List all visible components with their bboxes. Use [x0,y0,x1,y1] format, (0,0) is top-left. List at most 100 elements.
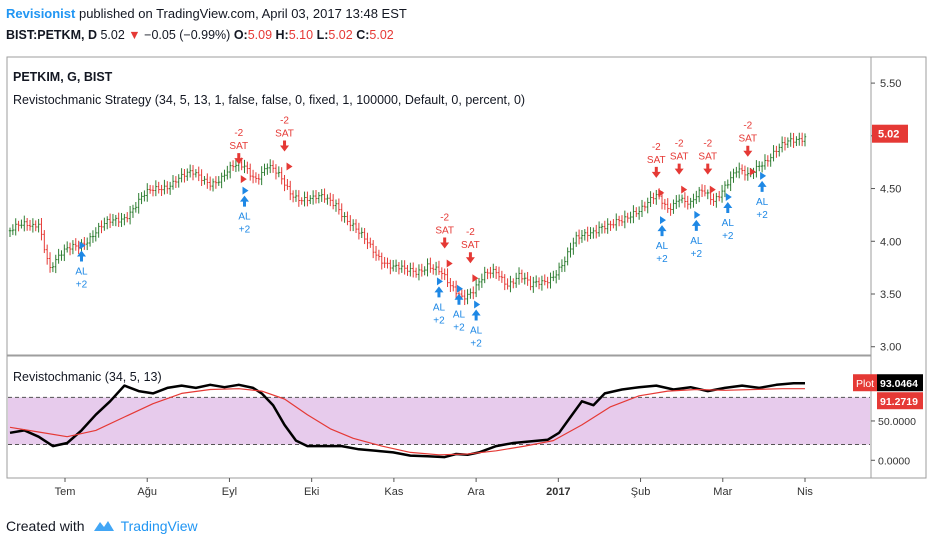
sell-entry-marker [286,162,293,171]
sell-label: SAT [435,225,454,236]
symbol-name: BIST:PETKM, D [6,28,97,42]
osc-tick-label: 50.0000 [878,416,916,428]
low-label: L: [316,28,329,42]
time-tick-label: Ara [468,486,486,498]
sell-arrow-icon [703,163,713,175]
buy-arrow-icon [434,286,444,298]
buy-qty: +2 [756,210,768,221]
low-value: 5.02 [328,28,353,42]
oscillator-line [9,381,805,459]
author-link[interactable]: Revisionist [6,6,76,21]
open-value: 5.09 [247,28,273,42]
buy-qty: +2 [656,254,668,265]
sell-qty: -2 [234,128,243,139]
buy-arrow-icon [723,201,733,213]
time-tick-label: Ağu [137,486,157,498]
last-price-tag-label: 5.02 [878,129,899,141]
tradingview-logo-icon [93,521,114,531]
sell-arrow-icon [674,163,684,175]
sell-label: SAT [275,128,294,139]
sell-arrow-icon [743,145,753,157]
sell-qty: -2 [652,142,661,153]
buy-label: AL [656,241,669,252]
sell-entry-marker [240,175,247,184]
last-price-tag [872,124,908,143]
buy-arrow-icon [239,195,249,207]
sell-arrow-icon [651,166,661,178]
buy-entry-marker [436,277,443,286]
signal-line [9,388,805,456]
buy-arrow-icon [471,309,481,321]
sell-label: SAT [229,141,248,152]
open-label: O: [233,28,248,42]
signal-value-label: 91.2719 [880,396,918,408]
footer: Created with TradingView [6,518,198,534]
strategy-title: Revistochmanic Strategy (34, 5, 13, 1, f… [13,93,525,107]
buy-arrow-icon [454,293,464,305]
sell-entry-marker [472,274,479,283]
buy-qty: +2 [453,323,465,334]
high-label: H: [275,28,289,42]
price-tick-label: 4.00 [880,236,901,248]
time-tick-label: Kas [384,486,403,498]
close-value: 5.02 [369,28,394,42]
time-tick-label: Şub [631,486,651,498]
buy-label: AL [75,266,88,277]
sell-label: SAT [461,240,480,251]
sell-entry-marker [749,167,756,176]
sell-qty: -2 [703,139,712,150]
close-label: C: [356,28,370,42]
buy-arrow-icon [757,180,767,192]
buy-arrow-icon [691,219,701,231]
buy-qty: +2 [691,249,703,260]
buy-entry-marker [456,284,463,293]
buy-entry-marker [694,210,701,219]
high-value: 5.10 [288,28,314,42]
sell-qty: -2 [743,121,752,132]
time-tick-label: Nis [797,486,813,498]
chart-canvas[interactable]: AL +2 -2 SAT AL +2 -2 SAT -2 SAT AL +2 AL +2 -2 SAT AL +2… [0,0,932,510]
sell-label: SAT [670,152,689,163]
buy-qty: +2 [722,231,734,242]
buy-label: AL [433,302,446,313]
buy-entry-marker [242,186,249,195]
sell-label: SAT [647,155,666,166]
buy-entry-marker [660,216,667,225]
created-with-label: Created with [6,518,85,534]
sell-qty: -2 [675,139,684,150]
price-tick-label: 4.50 [880,184,901,196]
buy-entry-marker [725,192,732,201]
time-tick-label: Eki [304,486,319,498]
buy-label: AL [453,310,466,321]
publish-info: published on TradingView.com, April 03, … [75,6,407,21]
symbol-header: BIST:PETKM, D 5.02 ▼ −0.05 (−0.99%) O:5.… [6,28,394,42]
buy-qty: +2 [433,315,445,326]
sell-arrow-icon [280,140,290,152]
buy-entry-marker [474,300,481,309]
buy-qty: +2 [76,279,88,290]
time-tick-label: Eyl [222,486,237,498]
sell-qty: -2 [440,212,449,223]
sell-label: SAT [738,134,757,145]
osc-value-tag [877,374,923,392]
buy-qty: +2 [470,339,482,350]
buy-qty: +2 [239,225,251,236]
osc-value-label: 93.0464 [880,378,918,390]
buy-label: AL [690,236,703,247]
sell-entry-marker [681,185,688,194]
buy-arrow-icon [657,225,667,237]
buy-label: AL [238,212,251,223]
buy-entry-marker [79,241,86,250]
sell-entry-marker [658,188,665,197]
sell-entry-marker [709,185,716,194]
osc-tick-label: 0.0000 [878,455,910,467]
down-triangle-icon: ▼ [128,28,141,42]
buy-entry-marker [760,171,767,180]
overbought-oversold-band [8,397,870,445]
signal-value-tag [877,392,923,410]
buy-label: AL [722,218,735,229]
axis-pane [870,56,927,479]
indicator-title: Revistochmanic (34, 5, 13) [13,370,162,384]
sell-arrow-icon [465,252,475,264]
tradingview-brand-link[interactable]: TradingView [120,518,198,534]
